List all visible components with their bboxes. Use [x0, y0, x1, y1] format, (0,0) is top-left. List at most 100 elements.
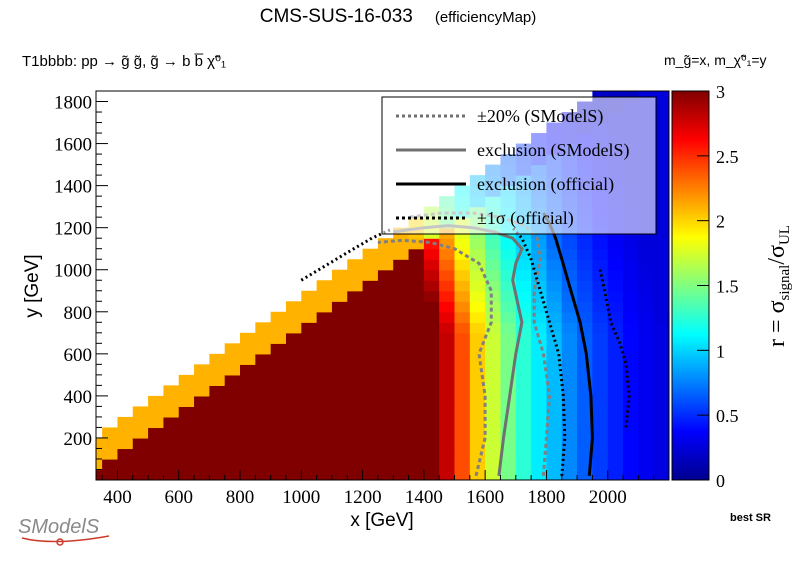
- heatmap-cell: [285, 385, 302, 397]
- heatmap-cell: [178, 416, 195, 429]
- heatmap-cell: [454, 259, 471, 271]
- heatmap-cell: [224, 364, 241, 376]
- heatmap-cell: [270, 448, 287, 460]
- heatmap-cell: [377, 353, 394, 365]
- heatmap-cell: [423, 332, 440, 344]
- heatmap-cell: [592, 259, 609, 271]
- heatmap-cell: [592, 416, 609, 429]
- heatmap-cell: [439, 301, 456, 313]
- heatmap-cell: [485, 343, 502, 355]
- heatmap-cell: [255, 364, 272, 376]
- curve--1-official-: [511, 226, 567, 476]
- heatmap-cell: [469, 301, 486, 313]
- heatmap-cell: [469, 406, 486, 418]
- heatmap-cell: [638, 416, 655, 429]
- heatmap-cell: [439, 448, 456, 460]
- heatmap-cell: [240, 332, 256, 344]
- heatmap-cell: [577, 280, 593, 292]
- heatmap-cell: [301, 322, 318, 334]
- heatmap-cell: [439, 416, 456, 429]
- heatmap-cell: [515, 437, 532, 450]
- heatmap-cell: [163, 458, 180, 471]
- heatmap-cell: [607, 280, 624, 292]
- heatmap-cell: [469, 353, 486, 365]
- heatmap-cell: [377, 290, 394, 302]
- heatmap-cell: [270, 385, 287, 397]
- heatmap-cell: [117, 437, 134, 450]
- heatmap-cell: [653, 133, 669, 145]
- heatmap-cell: [561, 458, 578, 471]
- heatmap-cell: [607, 406, 624, 418]
- heatmap-cell: [592, 238, 609, 250]
- colorbar-tick-label: 2.5: [716, 147, 739, 167]
- heatmap-cell: [209, 353, 226, 365]
- heatmap-cell: [377, 448, 394, 460]
- heatmap-cell: [439, 374, 456, 386]
- heatmap-cell: [331, 437, 348, 450]
- heatmap-cell: [577, 353, 593, 365]
- heatmap-cell: [377, 416, 394, 429]
- subtitle-text: (efficiencyMap): [434, 9, 537, 26]
- heatmap-cell: [454, 437, 471, 450]
- heatmap-cell: [592, 395, 609, 408]
- heatmap-cell: [194, 437, 210, 450]
- heatmap-cell: [255, 385, 272, 397]
- heatmap-cell: [623, 427, 639, 439]
- heatmap-cell: [96, 469, 103, 480]
- heatmap-cell: [285, 406, 302, 418]
- heatmap-cell: [255, 343, 272, 355]
- heatmap-cell: [515, 280, 532, 292]
- heatmap-cell: [408, 280, 425, 292]
- heatmap-cell: [209, 427, 226, 439]
- heatmap-cell: [347, 332, 364, 344]
- heatmap-cell: [531, 469, 548, 480]
- heatmap-cell: [592, 280, 609, 292]
- heatmap-cell: [301, 311, 318, 323]
- heatmap-cell: [638, 343, 655, 355]
- heatmap-cell: [423, 437, 440, 450]
- heatmap-cell: [316, 374, 333, 386]
- legend-box: [381, 96, 657, 235]
- heatmap-cell: [362, 248, 379, 260]
- heatmap-cell: [653, 248, 669, 260]
- heatmap-cell: [423, 301, 440, 313]
- heatmap-cell: [515, 259, 532, 271]
- heatmap-cell: [561, 290, 578, 302]
- heatmap-cell: [148, 427, 165, 439]
- heatmap-cell: [240, 406, 256, 418]
- heatmap-cell: [255, 416, 272, 429]
- heatmap-cell: [408, 311, 425, 323]
- heatmap-cell: [638, 458, 655, 471]
- heatmap-cell: [148, 416, 165, 429]
- heatmap-cell: [285, 343, 302, 355]
- heatmap-cell: [439, 458, 456, 471]
- heatmap-cell: [607, 332, 624, 344]
- heatmap-cell: [577, 290, 593, 302]
- heatmap-cell: [638, 385, 655, 397]
- heatmap-cell: [316, 343, 333, 355]
- heatmap-cell: [469, 364, 486, 376]
- heatmap-cell: [240, 395, 256, 408]
- heatmap-cell: [500, 416, 517, 429]
- heatmap-cell: [393, 385, 410, 397]
- heatmap-cell: [485, 311, 502, 323]
- heatmap-cell: [546, 248, 563, 260]
- heatmap-cell: [102, 458, 119, 471]
- heatmap-cell: [96, 458, 103, 471]
- heatmap-cell: [240, 364, 256, 376]
- heatmap-cell: [653, 227, 669, 239]
- heatmap-cell: [607, 238, 624, 250]
- heatmap-cell: [393, 395, 410, 408]
- heatmap-cell: [439, 290, 456, 302]
- heatmap-cell: [255, 374, 272, 386]
- heatmap-cell: [623, 437, 639, 450]
- heatmap-cell: [347, 374, 364, 386]
- heatmap-cell: [117, 469, 134, 480]
- heatmap-cell: [439, 311, 456, 323]
- heatmap-cell: [301, 290, 318, 302]
- heatmap-cell: [347, 353, 364, 365]
- logo-text: SModelS: [18, 516, 100, 538]
- heatmap-cell: [638, 238, 655, 250]
- heatmap-cell: [408, 259, 425, 271]
- heatmap-cell: [485, 301, 502, 313]
